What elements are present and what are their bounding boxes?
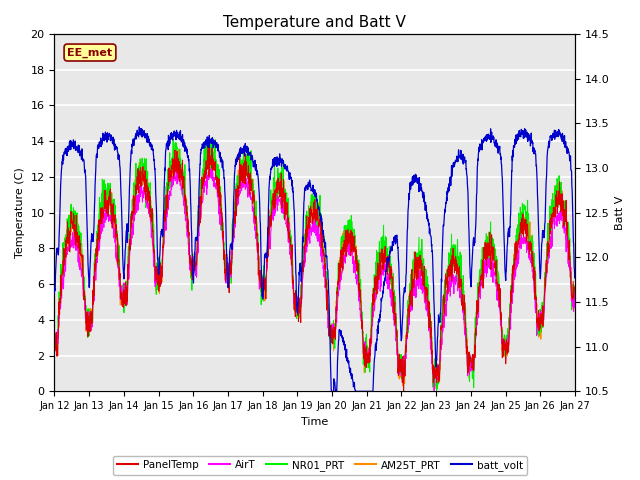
X-axis label: Time: Time (301, 417, 328, 427)
NR01_PRT (571, 291, 579, 297)
batt_volt (556, 130, 564, 136)
PanelTemp (205, 144, 213, 149)
Y-axis label: Batt V: Batt V (615, 195, 625, 230)
PanelTemp (571, 284, 579, 290)
AM25T_PRT (557, 191, 564, 197)
NR01_PRT (433, 388, 440, 394)
NR01_PRT (557, 190, 564, 195)
batt_volt (136, 124, 143, 130)
NR01_PRT (290, 296, 298, 301)
batt_volt (328, 388, 335, 394)
Line: NR01_PRT: NR01_PRT (54, 139, 575, 391)
Line: PanelTemp: PanelTemp (54, 146, 575, 391)
NR01_PRT (51, 344, 58, 350)
batt_volt (51, 290, 58, 296)
PanelTemp (304, 225, 312, 230)
PanelTemp (557, 196, 564, 202)
AM25T_PRT (304, 218, 312, 224)
AM25T_PRT (431, 386, 438, 392)
AirT (304, 240, 312, 246)
AirT (430, 388, 438, 394)
batt_volt (304, 187, 312, 192)
PanelTemp (51, 343, 58, 349)
Title: Temperature and Batt V: Temperature and Batt V (223, 15, 406, 30)
AirT (461, 330, 468, 336)
Legend: PanelTemp, AirT, NR01_PRT, AM25T_PRT, batt_volt: PanelTemp, AirT, NR01_PRT, AM25T_PRT, ba… (113, 456, 527, 475)
AM25T_PRT (290, 304, 298, 310)
AM25T_PRT (571, 296, 579, 302)
AM25T_PRT (556, 186, 564, 192)
PanelTemp (400, 388, 408, 394)
Line: AM25T_PRT: AM25T_PRT (54, 146, 575, 389)
batt_volt (461, 156, 468, 162)
PanelTemp (461, 300, 468, 306)
AirT (290, 296, 298, 302)
NR01_PRT (556, 192, 564, 198)
NR01_PRT (77, 230, 85, 236)
AirT (556, 208, 564, 214)
AirT (208, 157, 216, 163)
AirT (51, 348, 58, 354)
NR01_PRT (170, 136, 177, 142)
AirT (77, 265, 85, 271)
Y-axis label: Temperature (C): Temperature (C) (15, 167, 25, 258)
Line: batt_volt: batt_volt (54, 127, 575, 391)
AM25T_PRT (461, 320, 468, 325)
batt_volt (77, 150, 85, 156)
NR01_PRT (461, 300, 468, 306)
AM25T_PRT (172, 144, 180, 149)
NR01_PRT (304, 222, 312, 228)
batt_volt (290, 206, 298, 212)
PanelTemp (556, 191, 564, 197)
Line: AirT: AirT (54, 160, 575, 391)
batt_volt (557, 133, 564, 139)
PanelTemp (77, 252, 85, 257)
Text: EE_met: EE_met (67, 48, 113, 58)
AirT (557, 214, 564, 220)
AM25T_PRT (51, 336, 58, 342)
PanelTemp (290, 294, 298, 300)
AM25T_PRT (77, 264, 85, 269)
batt_volt (571, 274, 579, 280)
AirT (571, 289, 579, 295)
